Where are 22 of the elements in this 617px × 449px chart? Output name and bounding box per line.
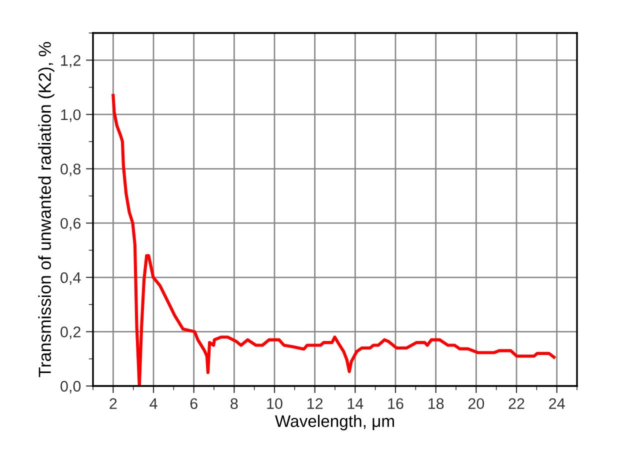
x-tick-label: 12: [308, 398, 323, 409]
x-tick-label: 18: [428, 398, 444, 410]
x-tick-label: 4: [150, 398, 158, 409]
x-tick-label: 16: [388, 398, 404, 410]
line-series: [112, 94, 556, 386]
y-tick-label: 0,6: [60, 218, 81, 231]
x-tick-label: 2: [110, 398, 117, 409]
y-axis-title: Transmission of unwanted radiation (K2), %: [38, 42, 54, 378]
y-tick-label: 0,2: [60, 326, 80, 340]
y-tick-label: 0,4: [60, 272, 81, 285]
y-tick-label: 1,2: [61, 55, 80, 68]
x-tick-label: 24: [549, 398, 565, 409]
x-tick-label: 14: [348, 398, 364, 409]
x-tick-label: 10: [267, 398, 282, 410]
y-tick-label: 0,0: [60, 380, 81, 394]
y-tick-label: 0,8: [60, 164, 81, 176]
x-axis-title: Wavelength, μm: [275, 414, 394, 430]
y-tick-label: 1,0: [61, 109, 81, 122]
x-tick-label: 22: [508, 398, 524, 409]
x-tick-label: 6: [190, 398, 198, 410]
x-tick-label: 8: [230, 398, 238, 410]
x-tick-label: 20: [468, 398, 484, 410]
